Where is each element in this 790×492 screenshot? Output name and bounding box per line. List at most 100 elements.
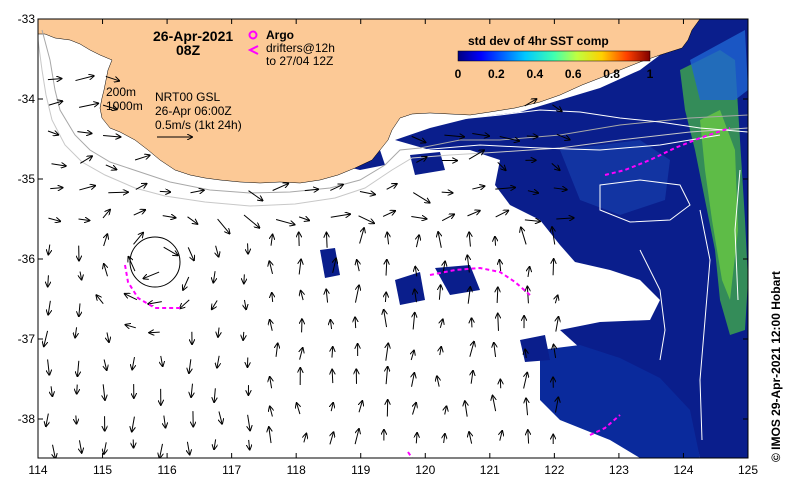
product-time: 26-Apr 06:00Z — [155, 104, 232, 118]
current-vector — [413, 313, 415, 330]
current-vector — [332, 347, 333, 358]
current-vector — [330, 214, 350, 217]
current-vector — [524, 220, 540, 221]
current-vector — [359, 228, 364, 244]
current-vector — [96, 295, 104, 305]
current-vector — [526, 398, 528, 416]
current-vector — [358, 215, 374, 223]
sst-coverage — [320, 19, 748, 458]
current-vector — [219, 411, 222, 423]
y-tick-label: -38 — [18, 412, 36, 426]
current-vectors — [44, 76, 574, 458]
scale-label: 0.5m/s (1kt 24h) — [155, 118, 242, 132]
current-vector — [386, 184, 397, 190]
current-vector — [79, 303, 80, 316]
current-vector — [439, 285, 440, 300]
current-vector — [556, 317, 559, 332]
current-vector — [270, 320, 273, 331]
colorbar-tick-label: 1 — [647, 67, 654, 81]
current-vector — [213, 271, 215, 282]
current-vector — [495, 237, 496, 246]
current-vector — [160, 443, 163, 458]
current-vector — [413, 192, 429, 203]
current-vector — [162, 216, 176, 218]
current-vector — [386, 344, 388, 361]
current-vector — [440, 319, 442, 329]
current-vector — [416, 235, 419, 248]
current-vector — [134, 155, 150, 161]
x-tick-label: 120 — [415, 463, 435, 477]
current-vector — [48, 244, 49, 255]
current-vector — [75, 76, 93, 82]
current-vector — [521, 227, 527, 245]
current-vector — [552, 104, 561, 112]
current-vector — [51, 386, 52, 396]
sst-contours — [399, 109, 748, 441]
current-vector — [551, 162, 560, 170]
current-vector — [248, 190, 263, 201]
current-vector — [469, 232, 470, 247]
current-vector — [125, 294, 138, 301]
current-vector — [499, 136, 519, 140]
y-tick-label: -35 — [18, 172, 36, 186]
current-vector — [44, 330, 49, 346]
current-vector — [499, 260, 500, 272]
x-tick-label: 116 — [158, 463, 177, 477]
current-vector — [472, 133, 489, 136]
current-vector — [500, 431, 502, 441]
current-vector — [270, 377, 272, 389]
current-vector — [190, 190, 204, 193]
current-vector — [416, 157, 426, 163]
current-vector — [359, 191, 375, 194]
current-vector — [272, 293, 273, 302]
current-vector — [216, 245, 219, 257]
current-vector — [48, 101, 62, 106]
isobath-200m-label: 200m — [106, 85, 136, 99]
current-vector — [441, 192, 453, 193]
current-vector — [382, 211, 395, 217]
colorbar-tick-label: 0.6 — [565, 67, 582, 81]
current-vector — [80, 156, 92, 164]
current-vector — [102, 104, 117, 109]
current-vector — [330, 185, 343, 191]
colorbar — [457, 50, 651, 62]
current-vector — [270, 407, 273, 417]
current-vector — [243, 331, 244, 340]
colorbar-title: std dev of 4hr SST comp — [468, 34, 609, 48]
current-vector — [528, 267, 530, 277]
current-vector — [191, 383, 192, 397]
current-vector — [444, 135, 464, 137]
current-vector — [326, 290, 327, 303]
current-vector — [187, 216, 198, 224]
current-vector — [493, 396, 496, 412]
current-vector — [525, 350, 526, 358]
current-vector — [415, 290, 417, 303]
current-vector — [161, 355, 163, 366]
current-vector — [275, 219, 294, 225]
x-tick-label: 118 — [287, 463, 306, 477]
current-vector — [214, 388, 215, 402]
current-vector — [494, 343, 496, 357]
current-vector — [411, 217, 426, 219]
current-vector — [468, 150, 484, 160]
current-vector — [437, 376, 439, 387]
current-vector — [217, 355, 219, 368]
current-vector — [126, 325, 136, 328]
current-vector — [359, 401, 362, 413]
current-vector — [330, 432, 334, 445]
colorbar-tick-label: 0 — [455, 67, 462, 81]
drifters-label: drifters@12h — [266, 41, 335, 55]
current-vector — [104, 442, 106, 453]
current-vector — [413, 403, 417, 415]
x-tick-label: 124 — [673, 463, 693, 477]
current-vector — [212, 300, 218, 310]
current-vector — [297, 403, 300, 415]
current-vector — [104, 234, 108, 247]
current-vector — [553, 188, 567, 190]
current-vector — [276, 343, 278, 357]
current-vector — [128, 257, 136, 272]
current-vector — [163, 246, 178, 255]
current-vector — [51, 164, 66, 166]
current-vector — [104, 359, 107, 370]
